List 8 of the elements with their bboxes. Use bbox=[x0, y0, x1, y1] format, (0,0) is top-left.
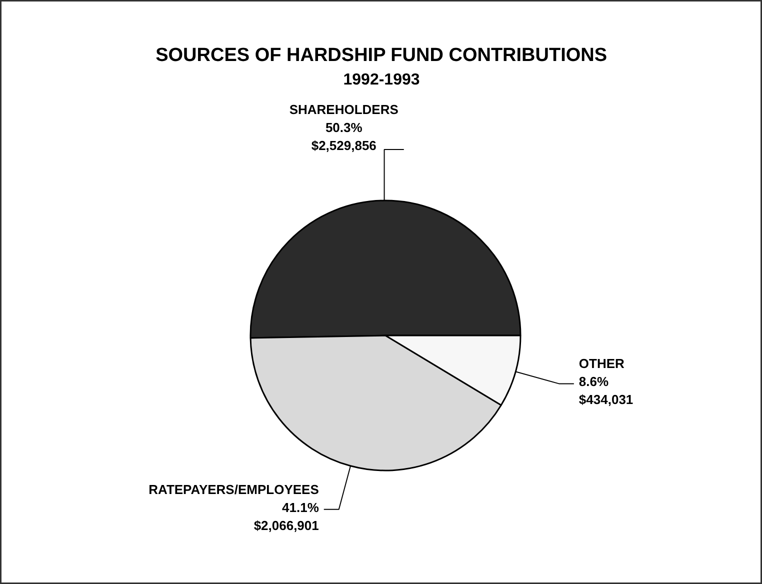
slice-label: OTHER bbox=[578, 356, 626, 372]
slice-label: SHAREHOLDERS bbox=[289, 102, 399, 118]
slice-label: RATEPAYERS/EMPLOYEES bbox=[148, 482, 320, 497]
data-label: 8.6% $434,031 bbox=[578, 374, 634, 408]
chart-title: SOURCES OF HARDSHIP FUND CONTRIBUTIONS bbox=[156, 45, 608, 66]
data-label: 41.1% $2,066,901 bbox=[254, 500, 320, 533]
chart-subtitle: 1992-1993 bbox=[343, 72, 420, 88]
data-label: 50.3% $2,529,856 bbox=[311, 120, 376, 154]
